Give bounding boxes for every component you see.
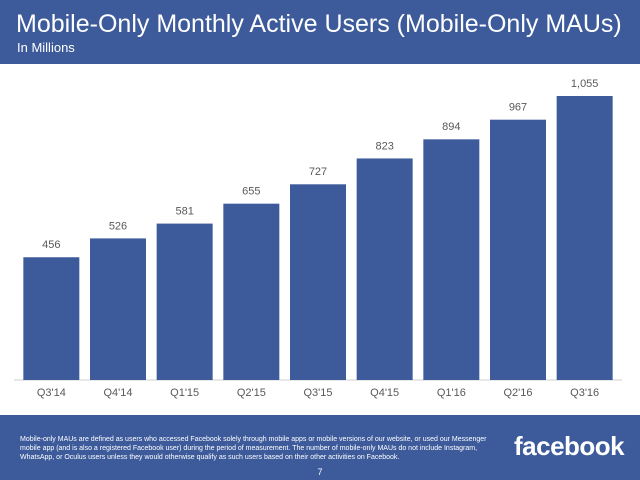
- bar: [90, 238, 146, 380]
- x-tick-label: Q2'15: [237, 387, 266, 399]
- chart-subtitle: In Millions: [17, 40, 75, 55]
- bar: [423, 139, 480, 380]
- data-label: 894: [442, 121, 460, 133]
- bar: [556, 96, 613, 380]
- data-label: 967: [509, 102, 527, 114]
- data-label: 655: [242, 186, 260, 198]
- x-tick-label: Q3'16: [570, 387, 599, 399]
- bar: [156, 223, 213, 380]
- data-label: 456: [42, 239, 60, 251]
- data-label: 581: [175, 206, 193, 218]
- bar: [490, 119, 546, 381]
- bar: [290, 184, 346, 380]
- x-tick-label: Q1'15: [170, 387, 199, 399]
- data-label: 526: [109, 220, 127, 232]
- x-tick-label: Q3'15: [303, 387, 332, 399]
- x-tick-label: Q1'16: [437, 387, 466, 399]
- page-number: 7: [317, 467, 323, 477]
- x-tick-label: Q4'15: [370, 387, 399, 399]
- footer: Mobile-only MAUs are defined as users wh…: [0, 415, 640, 480]
- x-tick-label: Q3'14: [37, 387, 66, 399]
- x-tick-label: Q4'14: [103, 387, 132, 399]
- data-label: 1,055: [571, 78, 599, 90]
- bar: [23, 257, 80, 380]
- x-tick-label: Q2'16: [503, 387, 532, 399]
- chart-title: Mobile-Only Monthly Active Users (Mobile…: [16, 10, 622, 38]
- footnote: Mobile-only MAUs are defined as users wh…: [20, 436, 487, 461]
- data-label: 823: [375, 140, 393, 152]
- header: Mobile-Only Monthly Active Users (Mobile…: [0, 0, 640, 64]
- logo: facebook: [514, 431, 625, 461]
- data-label: 727: [309, 166, 327, 178]
- chart: Q3'14 456 Q4'14 526 Q1'15 581 Q2'15 655 Q3'15 727…: [14, 78, 622, 399]
- bar: [223, 203, 280, 380]
- bar: [356, 158, 413, 380]
